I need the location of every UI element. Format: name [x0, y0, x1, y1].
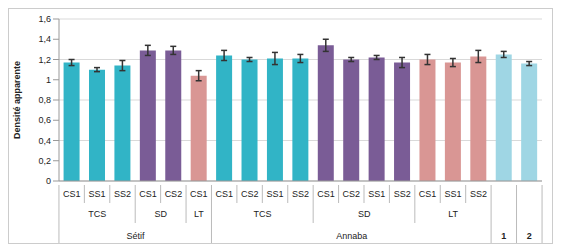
svg-text:TCS: TCS — [254, 209, 272, 219]
svg-text:SS1: SS1 — [89, 189, 106, 199]
svg-text:0,4: 0,4 — [38, 136, 51, 146]
svg-text:1,4: 1,4 — [38, 34, 51, 44]
svg-text:CS1: CS1 — [317, 189, 335, 199]
svg-text:Sétif: Sétif — [127, 231, 146, 241]
svg-text:SS1: SS1 — [445, 189, 462, 199]
svg-text:SS2: SS2 — [114, 189, 131, 199]
svg-text:0,8: 0,8 — [38, 95, 51, 105]
svg-text:CS1: CS1 — [215, 189, 233, 199]
svg-text:CS2: CS2 — [165, 189, 183, 199]
svg-text:SS1: SS1 — [368, 189, 385, 199]
svg-text:CS2: CS2 — [343, 189, 361, 199]
svg-text:1: 1 — [46, 75, 51, 85]
svg-text:SS1: SS1 — [267, 189, 284, 199]
svg-text:Annaba: Annaba — [336, 231, 367, 241]
svg-text:LT: LT — [194, 209, 204, 219]
svg-text:0,2: 0,2 — [38, 156, 51, 166]
svg-text:0,6: 0,6 — [38, 115, 51, 125]
svg-text:1: 1 — [501, 231, 506, 241]
svg-text:CS2: CS2 — [241, 189, 259, 199]
svg-text:CS1: CS1 — [63, 189, 81, 199]
svg-text:SD: SD — [358, 209, 371, 219]
svg-text:SS2: SS2 — [394, 189, 411, 199]
svg-text:CS1: CS1 — [139, 189, 157, 199]
svg-text:TCS: TCS — [88, 209, 106, 219]
svg-text:Densité apparente: Densité apparente — [12, 61, 22, 139]
svg-text:0: 0 — [46, 176, 51, 186]
svg-text:CS1: CS1 — [419, 189, 437, 199]
svg-text:1,2: 1,2 — [38, 55, 51, 65]
svg-text:CS1: CS1 — [190, 189, 208, 199]
svg-text:SS2: SS2 — [470, 189, 487, 199]
svg-text:LT: LT — [448, 209, 458, 219]
svg-text:SS2: SS2 — [292, 189, 309, 199]
svg-text:1,6: 1,6 — [38, 14, 51, 24]
svg-text:SD: SD — [154, 209, 167, 219]
svg-text:2: 2 — [527, 231, 532, 241]
